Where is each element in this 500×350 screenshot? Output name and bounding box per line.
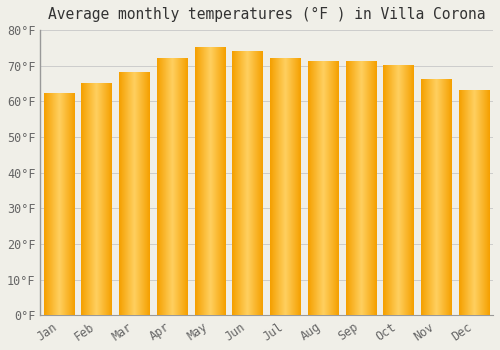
Bar bbox=[82, 84, 112, 315]
Bar bbox=[384, 66, 414, 315]
Bar bbox=[44, 94, 74, 315]
Bar bbox=[119, 73, 150, 315]
Bar bbox=[157, 58, 188, 315]
Bar bbox=[346, 62, 376, 315]
Bar bbox=[270, 58, 301, 315]
Bar bbox=[232, 51, 264, 315]
Bar bbox=[194, 48, 226, 315]
Bar bbox=[421, 80, 452, 315]
Title: Average monthly temperatures (°F ) in Villa Corona: Average monthly temperatures (°F ) in Vi… bbox=[48, 7, 486, 22]
Bar bbox=[458, 91, 490, 315]
Bar bbox=[308, 62, 338, 315]
